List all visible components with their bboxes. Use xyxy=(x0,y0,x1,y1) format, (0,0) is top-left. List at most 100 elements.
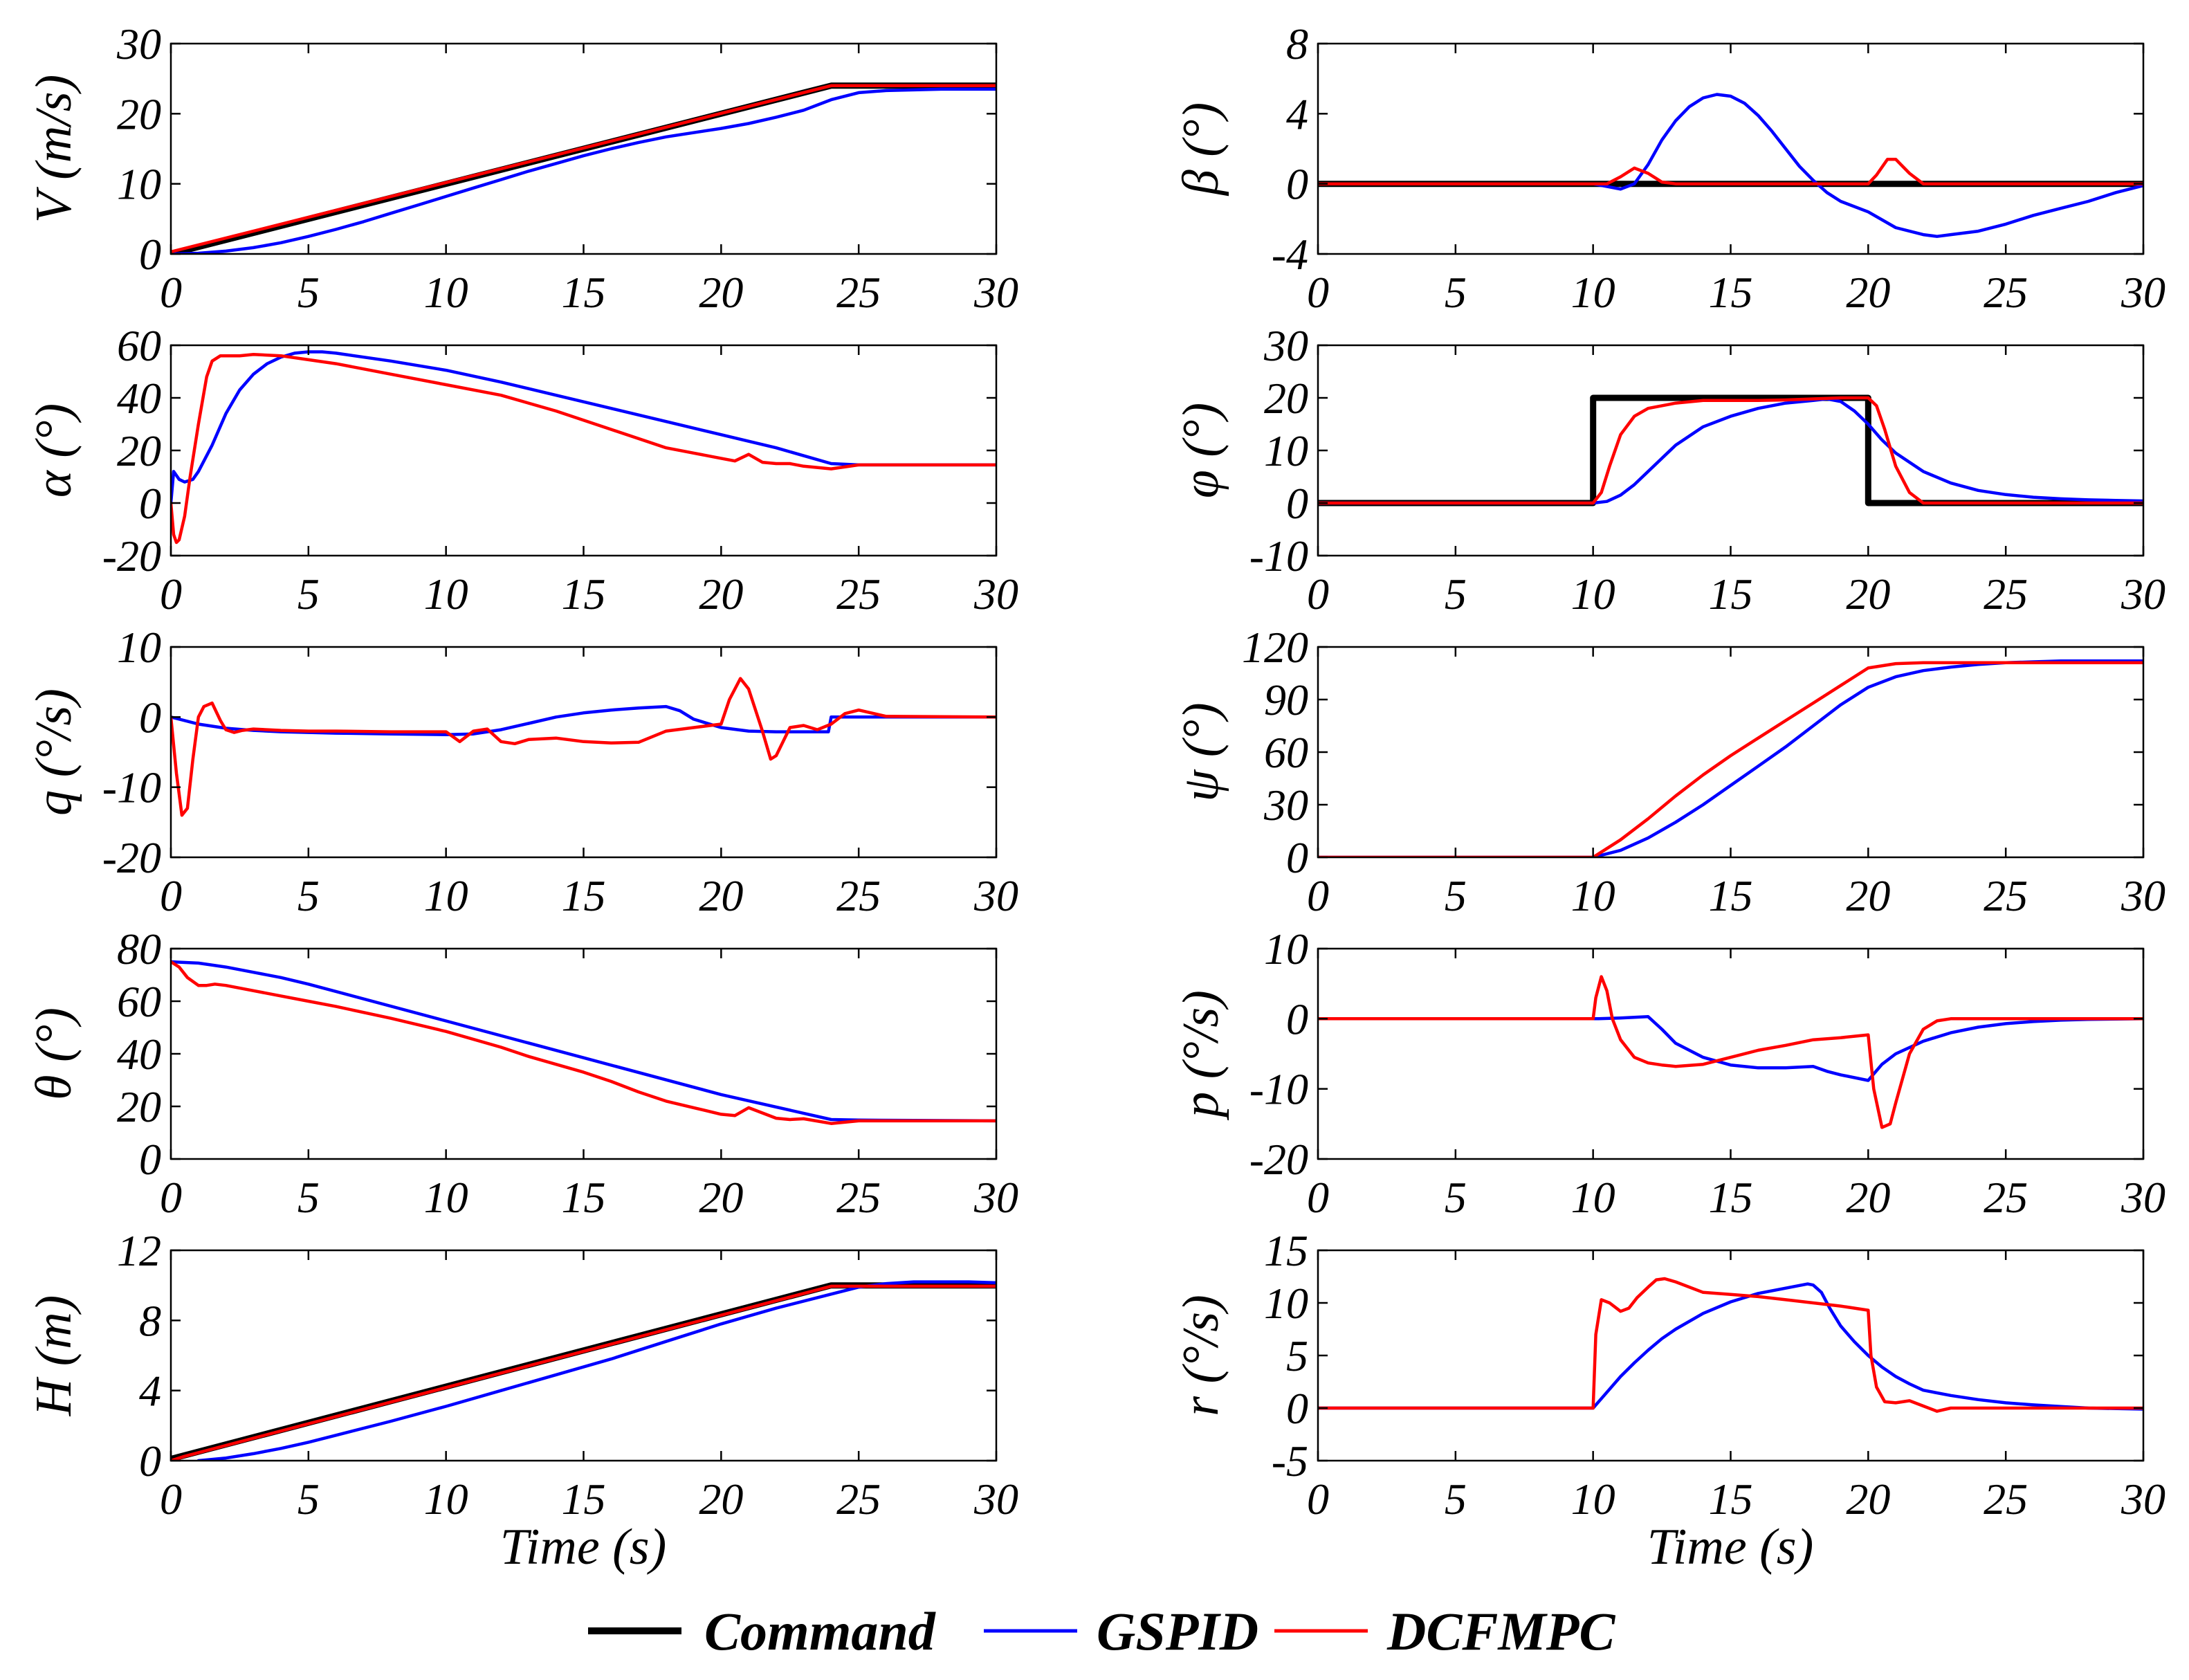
x-tick-label: 30 xyxy=(973,871,1018,920)
x-tick-label: 5 xyxy=(297,1474,320,1524)
x-tick-label: 15 xyxy=(1709,268,1753,317)
x-tick-label: 25 xyxy=(836,1474,881,1524)
series-dcfmpc-line xyxy=(1318,1277,2143,1413)
y-tick-label: 0 xyxy=(1286,833,1308,882)
y-tick-label: 60 xyxy=(117,321,161,370)
x-tick-label: 5 xyxy=(1445,268,1467,317)
x-tick-label: 15 xyxy=(1709,569,1753,619)
x-tick-label: 10 xyxy=(1571,268,1615,317)
y-axis-label-r: r (°/s) xyxy=(1173,1295,1229,1416)
x-tick-label: 30 xyxy=(973,1173,1018,1222)
series-dcfmpc-line xyxy=(1318,157,2143,185)
x-axis-label-left: Time (s) xyxy=(500,1519,667,1576)
y-axis-label-v: V (m/s) xyxy=(26,75,82,223)
x-tick-label: 25 xyxy=(836,871,881,920)
x-tick-label: 20 xyxy=(1846,1173,1890,1222)
x-tick-label: 10 xyxy=(424,268,468,317)
plot-area xyxy=(1318,949,2143,1159)
x-tick-label: 0 xyxy=(1307,268,1329,317)
y-tick-label: 0 xyxy=(1286,1384,1308,1433)
x-tick-label: 15 xyxy=(1709,1474,1753,1524)
x-tick-label: 20 xyxy=(1846,1474,1890,1524)
plot-area xyxy=(171,345,996,556)
subplot-h: 0 5 10 15 20 25 30 0 4 8 12 H (m) xyxy=(26,1226,1018,1524)
series-gspid-line xyxy=(171,960,996,1123)
x-tick-label: 0 xyxy=(1307,871,1329,920)
y-tick-label: 60 xyxy=(1264,728,1308,777)
x-tick-label: 10 xyxy=(1571,871,1615,920)
x-tick-label: 10 xyxy=(424,1173,468,1222)
x-tick-label: 0 xyxy=(160,268,182,317)
x-tick-label: 25 xyxy=(1984,1173,2028,1222)
y-tick-label: 10 xyxy=(117,623,161,672)
x-tick-label: 0 xyxy=(1307,1474,1329,1524)
x-tick-label: 10 xyxy=(1571,1173,1615,1222)
legend-label-command: Command xyxy=(704,1601,936,1661)
y-tick-label: 30 xyxy=(1263,780,1308,830)
x-tick-label: 30 xyxy=(973,1474,1018,1524)
legend: Command GSPID DCFMPC xyxy=(588,1601,1615,1661)
series-dcfmpc-line xyxy=(171,84,996,254)
x-tick-label: 30 xyxy=(2121,1173,2165,1222)
legend-label-dcfmpc: DCFMPC xyxy=(1386,1601,1615,1661)
x-tick-label: 0 xyxy=(160,1173,182,1222)
x-tick-label: 20 xyxy=(1846,569,1890,619)
x-tick-label: 10 xyxy=(424,569,468,619)
x-tick-label: 0 xyxy=(1307,569,1329,619)
x-tick-label: 20 xyxy=(699,1173,743,1222)
x-tick-label: 25 xyxy=(1984,268,2028,317)
series-gspid-line xyxy=(1318,93,2143,238)
y-tick-label: 60 xyxy=(117,977,161,1026)
y-tick-label: 20 xyxy=(117,1082,161,1131)
series-dcfmpc-line xyxy=(1318,975,2143,1129)
y-axis-label-beta: β (°) xyxy=(1173,102,1229,197)
y-tick-label: 8 xyxy=(139,1296,161,1345)
y-tick-label: -20 xyxy=(102,833,161,882)
series-dcfmpc-line xyxy=(171,677,996,817)
y-tick-label: 0 xyxy=(1286,160,1308,209)
x-tick-label: 15 xyxy=(1709,1173,1753,1222)
legend-label-gspid: GSPID xyxy=(1097,1601,1258,1661)
x-tick-label: 30 xyxy=(2121,1474,2165,1524)
x-tick-label: 5 xyxy=(297,268,320,317)
x-tick-label: 0 xyxy=(160,871,182,920)
y-tick-label: 8 xyxy=(1286,19,1308,69)
y-axis-label-psi: ψ (°) xyxy=(1173,702,1229,801)
y-tick-label: 4 xyxy=(1286,89,1308,138)
y-tick-label: 10 xyxy=(1264,426,1308,475)
x-tick-label: 20 xyxy=(699,268,743,317)
y-tick-label: 15 xyxy=(1264,1226,1308,1275)
plot-area xyxy=(171,647,996,857)
subplot-q: 0 5 10 15 20 25 30 -20 -10 0 10 q (°/s) xyxy=(26,623,1018,920)
y-tick-label: 10 xyxy=(1264,924,1308,974)
y-tick-label: 0 xyxy=(139,1135,161,1184)
y-axis-label-phi: φ (°) xyxy=(1173,403,1229,498)
y-tick-label: 10 xyxy=(1264,1279,1308,1328)
x-tick-label: 25 xyxy=(836,268,881,317)
y-tick-label: 30 xyxy=(116,19,161,69)
x-tick-label: 5 xyxy=(1445,1173,1467,1222)
x-tick-label: 30 xyxy=(973,268,1018,317)
x-tick-label: 30 xyxy=(2121,268,2165,317)
x-tick-label: 20 xyxy=(699,871,743,920)
x-tick-label: 15 xyxy=(562,268,606,317)
x-tick-label: 30 xyxy=(2121,569,2165,619)
plot-area xyxy=(1318,647,2143,857)
x-tick-label: 5 xyxy=(297,871,320,920)
y-tick-label: -20 xyxy=(102,531,161,581)
y-tick-label: 80 xyxy=(117,924,161,974)
y-tick-label: 40 xyxy=(117,374,161,423)
x-tick-label: 15 xyxy=(562,871,606,920)
series-gspid-line xyxy=(1318,397,2143,505)
plot-area xyxy=(1318,345,2143,556)
subplot-v: 0 5 10 15 20 25 30 0 10 20 30 V (m/s) xyxy=(26,19,1018,317)
y-tick-label: 120 xyxy=(1242,623,1308,672)
x-tick-label: 15 xyxy=(1709,871,1753,920)
y-axis-label-alpha: α (°) xyxy=(26,403,82,497)
x-tick-label: 5 xyxy=(1445,871,1467,920)
x-tick-label: 0 xyxy=(160,1474,182,1524)
series-gspid-line xyxy=(1318,1015,2143,1082)
